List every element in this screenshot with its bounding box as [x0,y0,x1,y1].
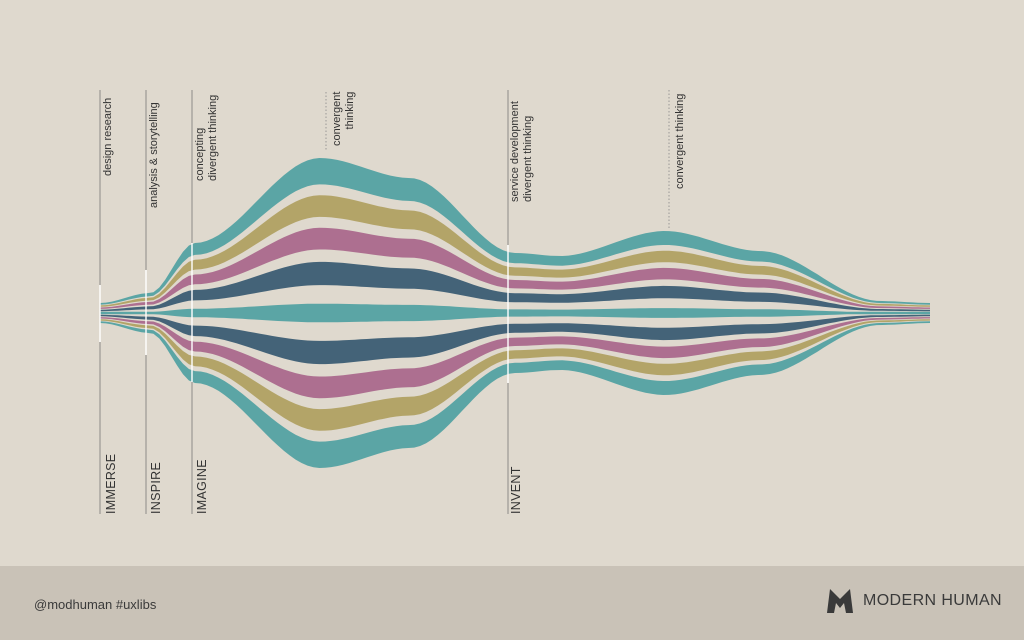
label-concepting: concepting divergent thinking [194,94,219,181]
label-analysis-storytelling: analysis & storytelling [148,102,160,208]
stage-imagine: IMAGINE [195,459,209,514]
band-inner-top [100,261,930,312]
modern-human-logo-icon [826,589,853,613]
label-design-research: design research [102,97,114,176]
brand: MODERN HUMAN [826,589,1002,613]
undefined [192,0,243,90]
band-third-top [100,227,930,309]
label-service-development: service development divergent thinking [509,101,534,202]
undefined [245,0,508,90]
stage-invent: INVENT [509,466,523,514]
band-centre [100,303,930,323]
divergence-convergence-diagram [99,0,930,514]
label-convergent-thinking-2: convergent thinking [674,93,686,189]
undefined [146,0,270,90]
band-third-bottom [100,317,930,399]
brand-name: MODERN HUMAN [862,592,1002,609]
social-handle: @modhuman #uxlibs [34,597,157,612]
stage-immerse: IMMERSE [104,453,118,514]
undefined [100,0,285,90]
band-inner-bottom [100,314,930,365]
stage-inspire: INSPIRE [149,461,163,514]
label-convergent-thinking-1: convergent thinking [331,91,356,146]
footer-bar: @modhuman #uxlibs MODERN HUMAN [0,566,1024,640]
